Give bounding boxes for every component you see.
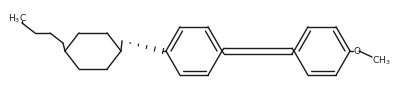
Text: $\mathregular{H_3C}$: $\mathregular{H_3C}$ <box>8 13 27 25</box>
Text: $\mathregular{CH_3}$: $\mathregular{CH_3}$ <box>372 55 391 67</box>
Text: O: O <box>353 46 360 56</box>
